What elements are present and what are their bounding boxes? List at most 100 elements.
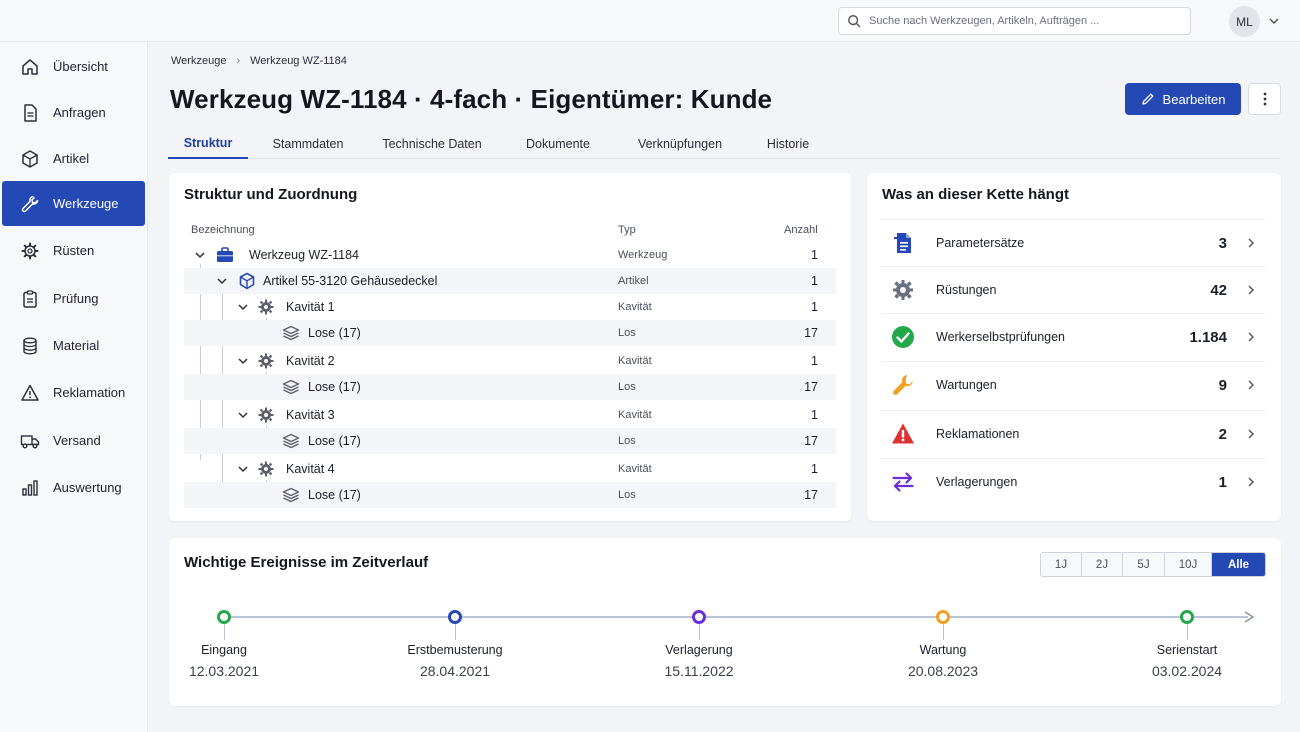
table-row[interactable]: Kavität 4 Kavität 1	[184, 456, 836, 482]
table-row[interactable]: Kavität 3 Kavität 1	[184, 402, 836, 428]
timeline-event-label: Erstbemusterung	[407, 643, 503, 657]
chain-item-parametersaetze[interactable]: Parametersätze 3	[881, 219, 1265, 266]
structure-card	[169, 173, 851, 521]
chevron-right-icon	[1248, 238, 1254, 248]
sidebar-item-reklamation[interactable]: Reklamation	[2, 370, 145, 415]
chevron-down-icon[interactable]	[1268, 15, 1280, 27]
range-button-2j[interactable]: 2J	[1082, 553, 1123, 576]
breadcrumb-link-werkzeuge[interactable]: Werkzeuge	[171, 55, 227, 67]
table-row[interactable]: Kavität 2 Kavität 1	[184, 348, 836, 374]
row-name: Lose (17)	[308, 434, 361, 448]
row-count: 17	[804, 488, 818, 502]
sidebar-item-label: Rüsten	[53, 243, 95, 258]
sidebar-item-werkzeuge[interactable]: Werkzeuge	[2, 181, 145, 226]
chain-item-label: Parametersätze	[936, 236, 1025, 250]
chain-item-verlagerungen[interactable]: Verlagerungen 1	[881, 458, 1265, 505]
row-name: Kavität 3	[286, 408, 335, 422]
range-button-5j[interactable]: 5J	[1123, 553, 1165, 576]
check-circle-icon	[892, 326, 914, 348]
row-type: Kavität	[618, 409, 652, 421]
search-input[interactable]	[869, 15, 1169, 27]
gear-icon	[258, 353, 274, 369]
timeline-event-date: 03.02.2024	[1151, 663, 1223, 679]
chain-item-reklamationen[interactable]: Reklamationen 2	[881, 410, 1265, 457]
row-type: Kavität	[618, 301, 652, 313]
chevron-down-icon[interactable]	[194, 249, 206, 261]
chain-item-count: 9	[1218, 376, 1227, 394]
top-bar: ML	[0, 0, 1300, 42]
range-button-10j[interactable]: 10J	[1165, 553, 1212, 576]
search-icon	[848, 15, 861, 28]
sidebar-item-material[interactable]: Material	[2, 323, 145, 368]
chain-item-count: 42	[1210, 281, 1227, 299]
range-button-alle[interactable]: Alle	[1212, 553, 1265, 576]
chain-item-ruestungen[interactable]: Rüstungen 42	[881, 266, 1265, 313]
column-header-type: Typ	[618, 224, 636, 236]
gear-icon	[258, 299, 274, 315]
timeline-marker[interactable]	[1180, 610, 1194, 624]
row-type: Kavität	[618, 463, 652, 475]
table-row[interactable]: Artikel 55-3120 Gehäusedeckel Artikel 1	[184, 268, 836, 294]
tab-struktur[interactable]: Struktur	[168, 128, 248, 159]
sidebar-item-anfragen[interactable]: Anfragen	[2, 90, 145, 135]
chevron-down-icon[interactable]	[216, 275, 228, 287]
chain-item-label: Rüstungen	[936, 283, 997, 297]
timeline-event-date: 12.03.2021	[188, 663, 260, 679]
table-row[interactable]: Lose (17) Los 17	[184, 482, 836, 508]
edit-button-label: Bearbeiten	[1162, 91, 1226, 107]
more-options-button[interactable]	[1248, 83, 1281, 115]
cube-icon	[239, 272, 255, 290]
table-row[interactable]: Lose (17) Los 17	[184, 428, 836, 454]
tab-dokumente[interactable]: Dokumente	[526, 136, 590, 151]
timeline-marker[interactable]	[692, 610, 706, 624]
row-name: Kavität 2	[286, 354, 335, 368]
avatar[interactable]: ML	[1229, 6, 1260, 37]
layers-icon	[282, 487, 300, 503]
tab-technische-daten[interactable]: Technische Daten	[382, 136, 482, 151]
database-icon	[23, 337, 37, 354]
search-box[interactable]	[838, 7, 1191, 35]
layers-icon	[282, 325, 300, 341]
tab-verknuepfungen[interactable]: Verknüpfungen	[637, 136, 723, 151]
row-count: 1	[811, 354, 818, 368]
page-title: Werkzeug WZ-1184 · 4-fach · Eigentümer: …	[170, 84, 773, 114]
timeline-stem	[455, 624, 456, 640]
chain-item-wartungen[interactable]: Wartungen 9	[881, 361, 1265, 408]
box-icon	[22, 149, 38, 168]
sidebar-item-pruefung[interactable]: Prüfung	[2, 276, 145, 321]
timeline-marker[interactable]	[448, 610, 462, 624]
row-name: Werkzeug WZ-1184	[249, 248, 359, 262]
tab-stammdaten[interactable]: Stammdaten	[272, 136, 344, 151]
timeline-stem	[943, 624, 944, 640]
chevron-down-icon[interactable]	[237, 355, 249, 367]
timeline-event-label: Eingang	[201, 643, 247, 657]
table-row[interactable]: Lose (17) Los 17	[184, 374, 836, 400]
timeline-marker[interactable]	[936, 610, 950, 624]
table-row[interactable]: Lose (17) Los 17	[184, 320, 836, 346]
sidebar-item-auswertung[interactable]: Auswertung	[2, 465, 145, 510]
chain-item-werkerselbstpruefungen[interactable]: Werkerselbstprüfungen 1.184	[881, 313, 1265, 360]
table-row[interactable]: Kavität 1 Kavität 1	[184, 294, 836, 320]
timeline-card-title: Wichtige Ereignisse im Zeitverlauf	[184, 554, 429, 571]
chevron-down-icon[interactable]	[237, 463, 249, 475]
table-row[interactable]: Werkzeug WZ-1184 Werkzeug 1	[184, 242, 836, 268]
sidebar-item-artikel[interactable]: Artikel	[2, 136, 145, 181]
row-count: 1	[811, 274, 818, 288]
wrench-icon	[893, 375, 913, 395]
chevron-down-icon[interactable]	[237, 301, 249, 313]
sidebar: Übersicht Anfragen Artikel Werkzeuge Rüs…	[0, 42, 148, 732]
chevron-down-icon[interactable]	[237, 409, 249, 421]
timeline-event-label: Wartung	[919, 643, 967, 657]
range-button-1j[interactable]: 1J	[1041, 553, 1082, 576]
sidebar-item-uebersicht[interactable]: Übersicht	[2, 44, 145, 89]
edit-button[interactable]: Bearbeiten	[1125, 83, 1241, 115]
row-count: 1	[811, 300, 818, 314]
sidebar-item-versand[interactable]: Versand	[2, 418, 145, 463]
timeline-event-label: Serienstart	[1156, 643, 1218, 657]
sidebar-item-label: Übersicht	[53, 59, 108, 74]
bar-chart-icon	[22, 479, 38, 496]
sidebar-item-ruesten[interactable]: Rüsten	[2, 228, 145, 273]
timeline-marker[interactable]	[217, 610, 231, 624]
tab-historie[interactable]: Historie	[766, 136, 810, 151]
row-type: Los	[618, 381, 636, 393]
